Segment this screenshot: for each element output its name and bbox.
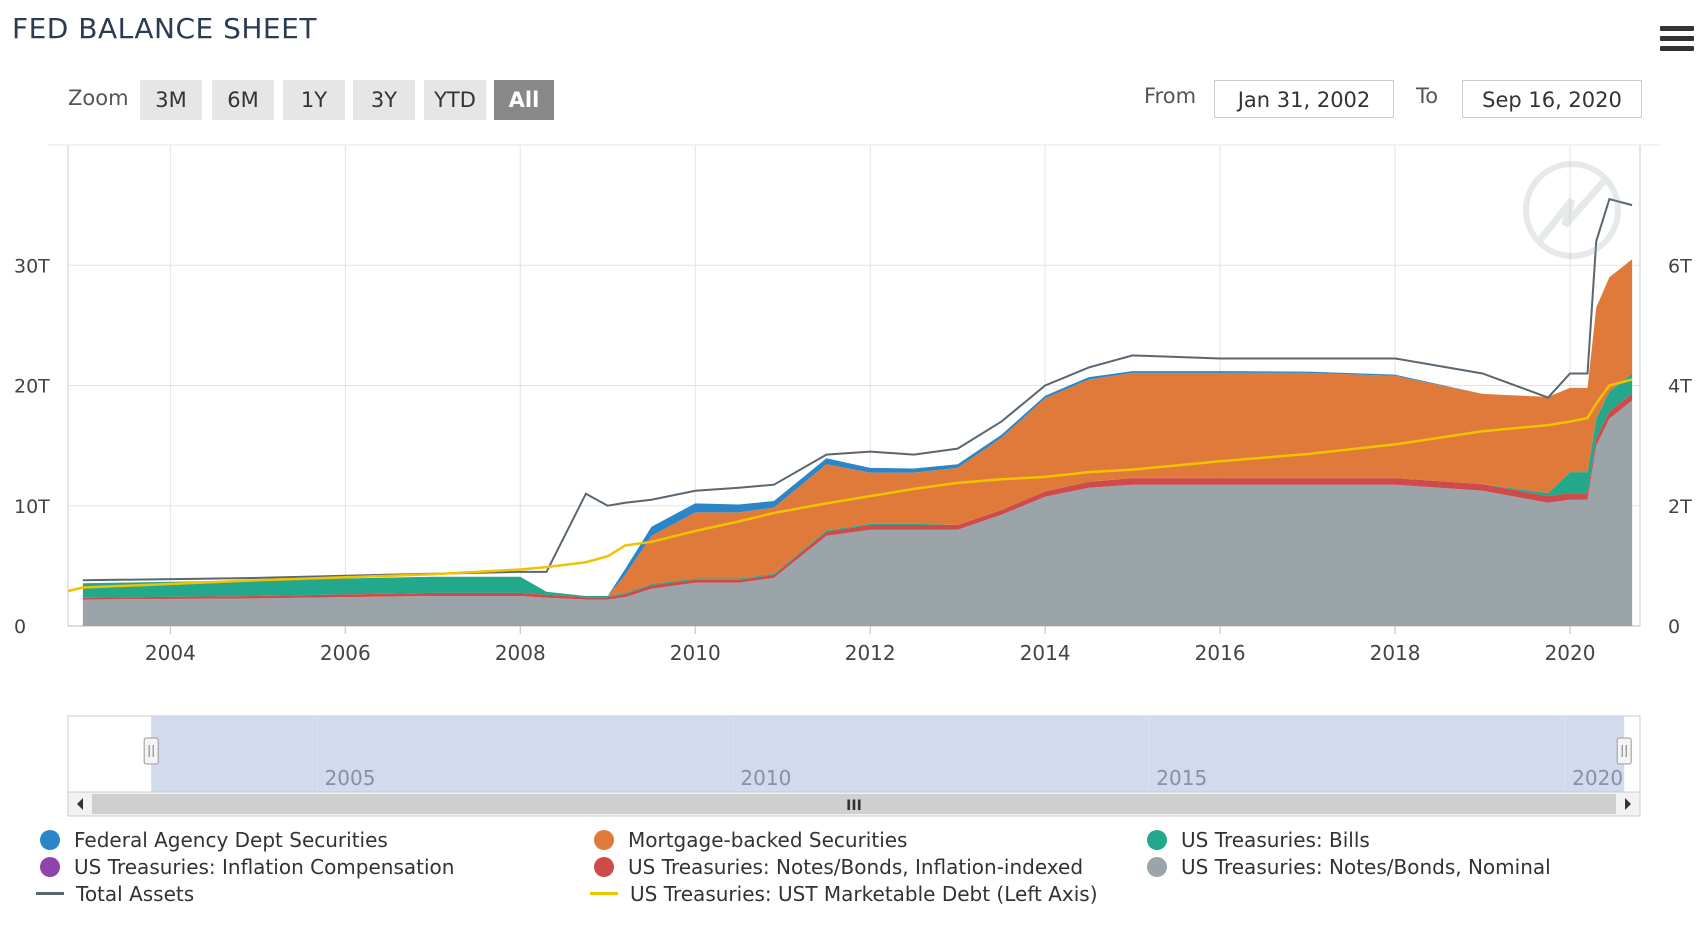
zoom-3y-button[interactable]: 3Y: [353, 80, 415, 120]
legend-item-us-treasuries-notes-bonds-nominal[interactable]: US Treasuries: Notes/Bonds, Nominal: [1147, 855, 1551, 879]
hamburger-menu-icon[interactable]: [1660, 26, 1694, 54]
legend-label: Mortgage-backed Securities: [628, 828, 908, 852]
legend-label: US Treasuries: UST Marketable Debt (Left…: [630, 882, 1098, 906]
left-axis-tick-label: 30T: [14, 255, 50, 277]
zoom-6m-button[interactable]: 6M: [212, 80, 274, 120]
legend-label: US Treasuries: Notes/Bonds, Nominal: [1181, 855, 1551, 879]
navigator-right-handle[interactable]: [1616, 737, 1632, 765]
zoom-ytd-button[interactable]: YTD: [424, 80, 486, 120]
navigator-tick-label: 2015: [1156, 766, 1207, 790]
legend-label: US Treasuries: Inflation Compensation: [74, 855, 455, 879]
legend-marker-icon: [1147, 829, 1167, 850]
legend-marker-icon: [40, 856, 60, 877]
scroll-right-arrow-icon[interactable]: [1625, 798, 1631, 810]
scrollbar-grip-label: III: [846, 798, 862, 814]
area-series-nominal: [82, 400, 1633, 626]
left-axis-tick-label: 20T: [14, 376, 50, 398]
legend-label: Federal Agency Dept Securities: [74, 828, 388, 852]
zoom-label: Zoom: [68, 86, 129, 110]
x-axis-tick-label: 2006: [320, 641, 371, 665]
right-axis-tick-label: 4T: [1668, 376, 1692, 398]
line-series-total-assets: [82, 197, 1633, 582]
legend-item-us-treasuries-notes-bonds-inflation-indexed[interactable]: US Treasuries: Notes/Bonds, Inflation-in…: [594, 855, 1083, 879]
left-axis-tick-label: 0: [14, 616, 26, 638]
navigator-left-handle[interactable]: [143, 737, 159, 765]
right-axis-tick-label: 0: [1668, 616, 1680, 638]
navigator-tick-label: 2020: [1572, 766, 1623, 790]
legend-item-mortgage-backed-securities[interactable]: Mortgage-backed Securities: [594, 828, 907, 852]
legend-marker-icon: [1147, 856, 1167, 877]
chart-title: FED BALANCE SHEET: [12, 12, 317, 45]
to-date-input[interactable]: Sep 16, 2020: [1462, 80, 1642, 118]
zoom-3m-button[interactable]: 3M: [140, 80, 202, 120]
zoom-1y-button[interactable]: 1Y: [283, 80, 345, 120]
legend-label: US Treasuries: Bills: [1181, 828, 1370, 852]
right-axis-tick-label: 6T: [1668, 255, 1692, 277]
line-series-ust-marketable-debt: [67, 378, 1633, 593]
from-label: From: [1144, 84, 1197, 108]
right-axis-tick-label: 2T: [1668, 496, 1692, 518]
navigator-selected-range: [151, 716, 1625, 792]
scroll-left-arrow-icon[interactable]: [77, 798, 83, 810]
scrollbar-thumb[interactable]: [92, 794, 1616, 814]
navigator-tick-label: 2010: [740, 766, 791, 790]
left-axis-tick-label: 10T: [14, 496, 50, 518]
zoom-all-button[interactable]: All: [494, 80, 554, 120]
legend-item-us-treasuries-bills[interactable]: US Treasuries: Bills: [1147, 828, 1370, 852]
legend-marker-icon: [594, 829, 614, 850]
x-axis-tick-label: 2016: [1195, 641, 1246, 665]
legend-item-us-treasuries-ust-marketable-debt-left-axis[interactable]: US Treasuries: UST Marketable Debt (Left…: [590, 882, 1098, 906]
to-label: To: [1416, 84, 1439, 108]
legend-marker-icon: [594, 856, 614, 877]
navigator-tick-label: 2005: [325, 766, 376, 790]
legend-marker-icon: [590, 892, 618, 895]
area-series-mbs: [82, 259, 1633, 596]
legend-label: Total Assets: [76, 882, 195, 906]
x-axis-tick-label: 2004: [145, 641, 196, 665]
legend-item-total-assets[interactable]: Total Assets: [36, 882, 195, 906]
x-axis-tick-label: 2020: [1545, 641, 1596, 665]
x-axis-tick-label: 2012: [845, 641, 896, 665]
watermark-logo-icon: [1523, 161, 1621, 259]
x-axis-tick-label: 2018: [1370, 641, 1421, 665]
x-axis-tick-label: 2008: [495, 641, 546, 665]
legend-item-us-treasuries-inflation-compensation[interactable]: US Treasuries: Inflation Compensation: [40, 855, 454, 879]
x-axis-tick-label: 2014: [1020, 641, 1071, 665]
x-axis-tick-label: 2010: [670, 641, 721, 665]
legend-label: US Treasuries: Notes/Bonds, Inflation-in…: [628, 855, 1084, 879]
legend-marker-icon: [40, 829, 60, 850]
legend-item-federal-agency-dept-securities[interactable]: Federal Agency Dept Securities: [40, 828, 388, 852]
legend-marker-icon: [36, 892, 64, 895]
from-date-input[interactable]: Jan 31, 2002: [1214, 80, 1394, 118]
